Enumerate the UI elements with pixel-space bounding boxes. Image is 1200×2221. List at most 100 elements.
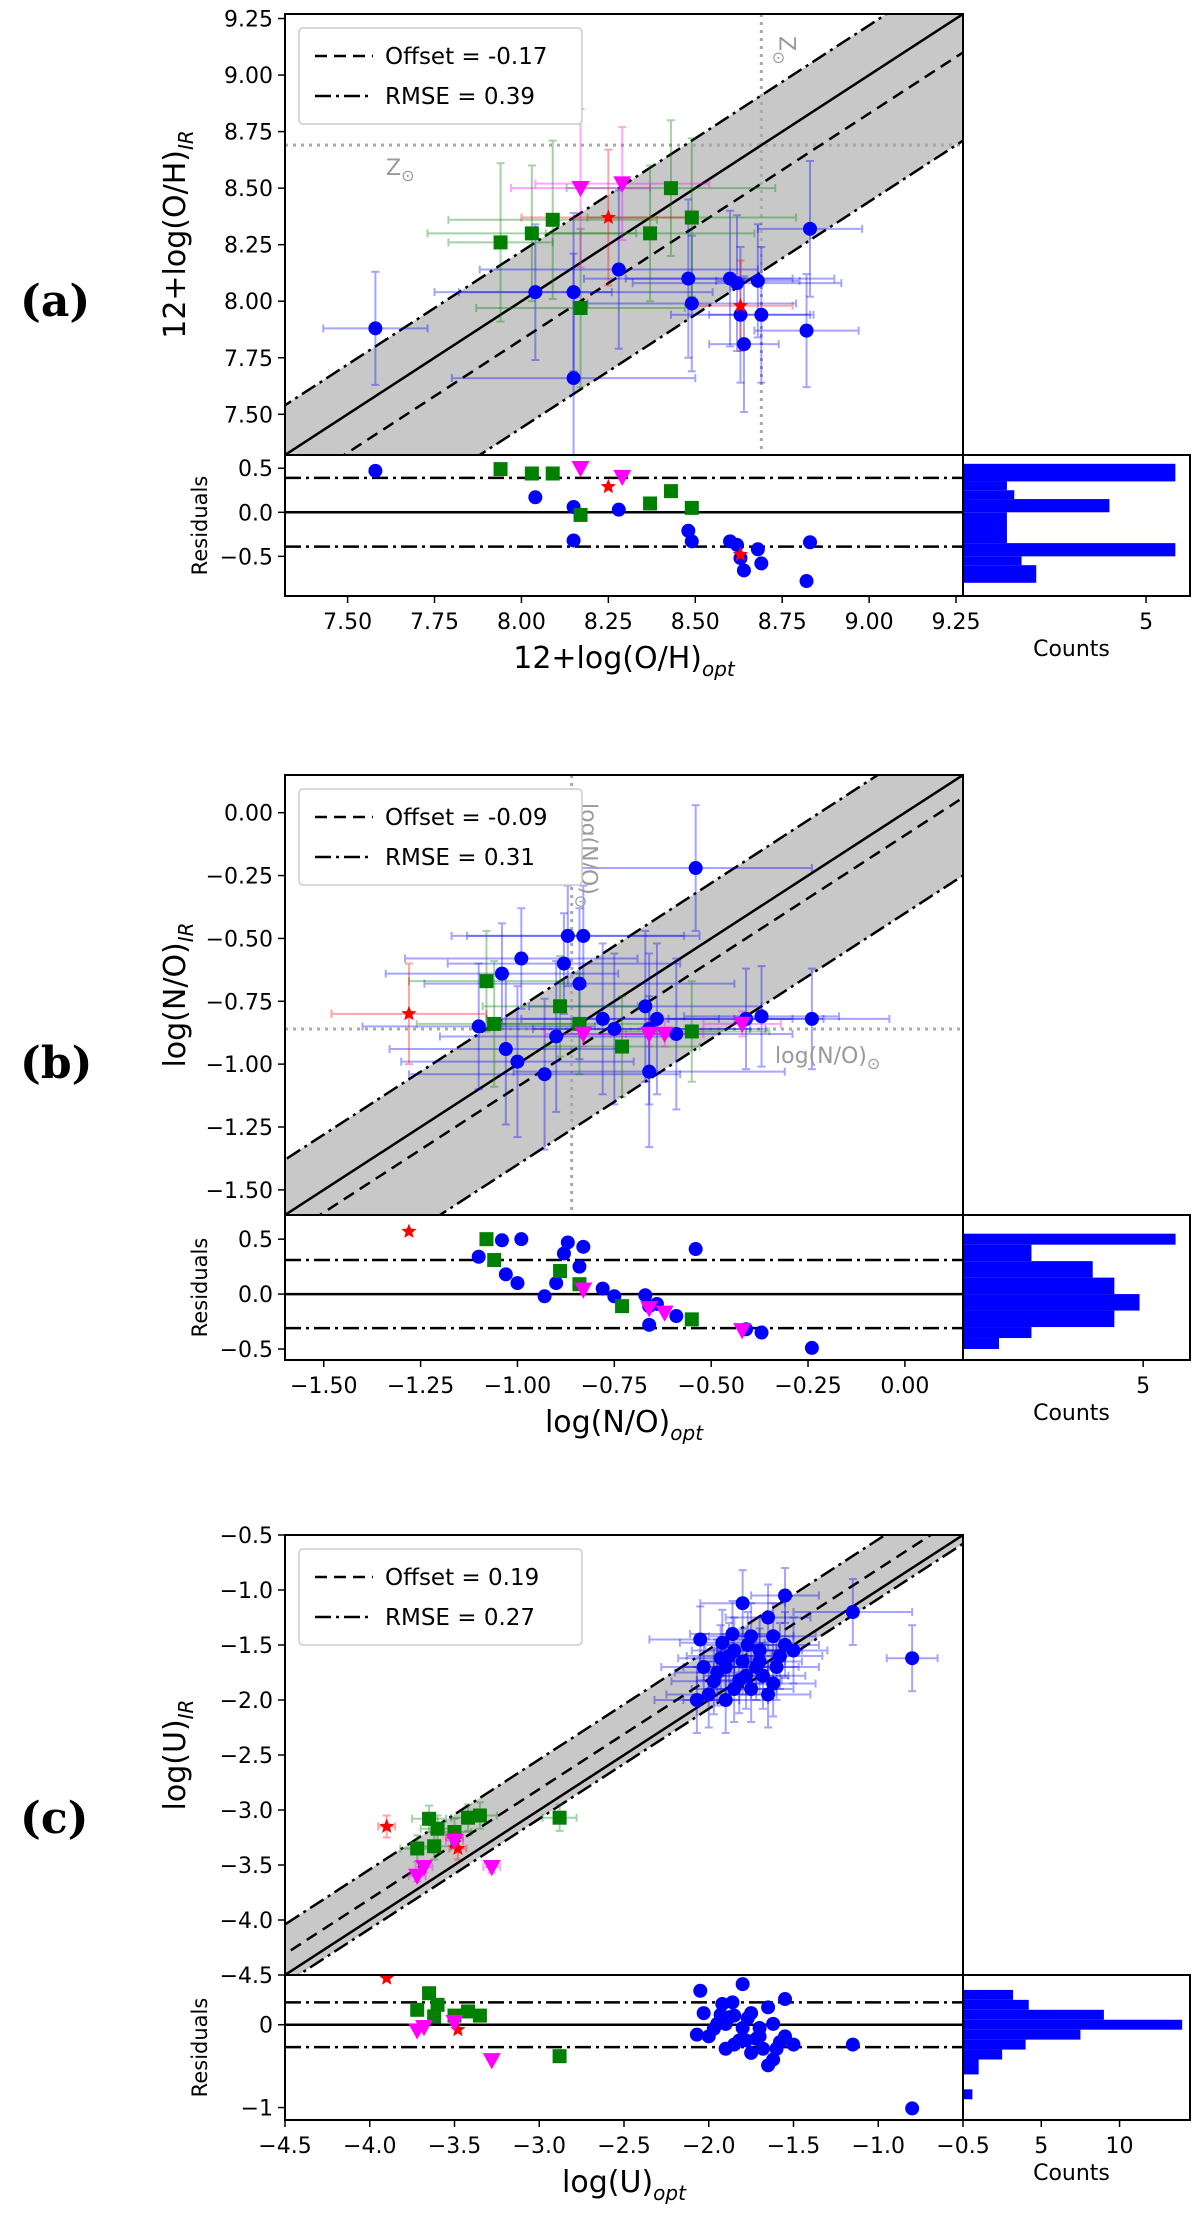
- data-point-blue: [752, 1643, 767, 1658]
- residual-point-blue: [560, 1235, 575, 1250]
- residual-point-blue: [471, 1249, 486, 1264]
- residual-point-green: [493, 462, 508, 477]
- residual-point-green: [545, 466, 560, 481]
- residual-point-red: [450, 2021, 466, 2037]
- x-tick-label: 0.00: [880, 1374, 929, 1399]
- x-axis-label: log(U)opt: [562, 2165, 687, 2205]
- residual-point-red: [600, 478, 616, 494]
- data-point-green: [430, 1821, 445, 1836]
- legend: Offset = -0.17 RMSE = 0.39: [298, 27, 583, 125]
- data-point-blue: [528, 285, 543, 300]
- residual-point-green: [487, 1253, 502, 1268]
- histogram-bar: [963, 1310, 1115, 1328]
- data-point-green: [573, 301, 588, 315]
- data-point-blue: [684, 296, 699, 311]
- residual-point-magenta: [613, 469, 632, 487]
- panel-label: (a): [20, 276, 90, 327]
- x-axis-label-subscript: opt: [702, 657, 736, 681]
- data-point-blue: [701, 1687, 716, 1702]
- x-axis-label: 12+log(O/H)opt: [513, 641, 736, 681]
- solar-label-vertical: Z⊙: [769, 36, 798, 64]
- residual-point-blue: [642, 1317, 657, 1332]
- legend-rmse-label: RMSE = 0.39: [385, 84, 535, 110]
- residual-point-blue: [755, 2041, 770, 2056]
- data-point-blue: [786, 1643, 801, 1658]
- histogram-x-tick-label: 5: [1034, 2134, 1048, 2159]
- residual-point-blue: [514, 1232, 529, 1247]
- y-axis-label: log(U)IR: [158, 1700, 198, 1811]
- x-tick-label: −4.0: [343, 2134, 396, 2159]
- histogram-bar: [963, 565, 1037, 583]
- solar-label-horizontal: log(N/O)⊙: [775, 1044, 880, 1073]
- y-tick-label: 8.00: [224, 290, 273, 315]
- panel-label: (c): [20, 1793, 88, 1844]
- rmse-band: [285, 14, 963, 455]
- solar-subscript: ⊙: [572, 895, 591, 908]
- data-point-magenta: [733, 1016, 752, 1033]
- histogram-bar: [963, 1261, 1093, 1278]
- data-point-blue: [576, 928, 591, 943]
- data-point-blue: [681, 271, 696, 286]
- histogram-x-tick-label: 5: [1136, 1374, 1150, 1399]
- histogram-bar: [963, 2039, 1026, 2050]
- legend-box: [298, 788, 583, 886]
- data-point-green: [615, 1039, 630, 1054]
- y-axis-label: log(N/O)IR: [158, 922, 198, 1067]
- data-point-blue: [725, 1627, 740, 1641]
- legend: Offset = -0.09 RMSE = 0.31: [298, 788, 583, 886]
- histogram-frame: [962, 454, 1191, 597]
- data-point-blue: [696, 1660, 711, 1674]
- x-tick-label: −2.0: [682, 2134, 735, 2159]
- one-to-one-line: [285, 775, 963, 1215]
- y-tick-label: −2.5: [220, 1744, 273, 1769]
- y-tick-label: −1.50: [206, 1179, 273, 1204]
- residual-point-blue: [754, 556, 769, 571]
- histogram-x-axis-label: Counts: [1033, 637, 1110, 662]
- x-axis-label: log(N/O)opt: [545, 1405, 704, 1445]
- y-axis-label-subscript: IR: [174, 1700, 198, 1720]
- data-point-green: [643, 226, 658, 241]
- data-point-blue: [754, 307, 769, 322]
- data-point-magenta: [613, 176, 632, 193]
- data-point-blue: [755, 1668, 770, 1683]
- residual-point-red: [379, 1975, 395, 1985]
- data-point-blue: [649, 1011, 664, 1026]
- data-point-blue: [752, 1654, 767, 1669]
- residual-y-tick-label: 0.0: [238, 501, 273, 526]
- data-point-blue: [471, 1019, 486, 1034]
- histogram-bar: [963, 1277, 1115, 1295]
- x-tick-label: −4.5: [258, 2134, 311, 2159]
- data-point-blue: [727, 1682, 742, 1696]
- data-point-blue: [549, 1029, 564, 1044]
- data-point-green: [524, 226, 539, 241]
- x-tick-label: −0.50: [677, 1374, 744, 1399]
- data-point-green: [553, 999, 568, 1014]
- data-point-blue: [735, 1654, 750, 1669]
- y-tick-label: −3.5: [220, 1854, 273, 1879]
- residual-point-green: [410, 2002, 425, 2017]
- data-point-blue: [514, 951, 529, 966]
- x-tick-label: −0.25: [774, 1374, 841, 1399]
- histogram-bar: [963, 1989, 1014, 2000]
- histogram-bar: [963, 1327, 1032, 1339]
- data-point-blue: [766, 1629, 781, 1644]
- residual-point-blue: [688, 1242, 703, 1257]
- y-axis-label-subscript: IR: [174, 922, 198, 942]
- data-point-blue: [566, 371, 581, 386]
- residual-point-blue: [754, 1325, 769, 1340]
- y-tick-label: −1.00: [206, 1053, 273, 1078]
- x-tick-label: 8.00: [497, 610, 546, 635]
- residual-point-blue: [669, 1309, 684, 1324]
- histogram-bar: [963, 1999, 1029, 2010]
- y-tick-label: −0.75: [206, 990, 273, 1015]
- data-point-blue: [713, 1651, 728, 1666]
- x-tick-label: −0.75: [581, 1374, 648, 1399]
- x-tick-label: 9.25: [932, 610, 981, 635]
- data-point-blue: [730, 276, 744, 291]
- data-point-red: [450, 1840, 466, 1855]
- residual-point-blue: [684, 534, 699, 549]
- data-point-blue: [772, 1649, 787, 1663]
- residual-point-blue: [510, 1276, 525, 1291]
- residual-point-blue: [761, 2000, 776, 2015]
